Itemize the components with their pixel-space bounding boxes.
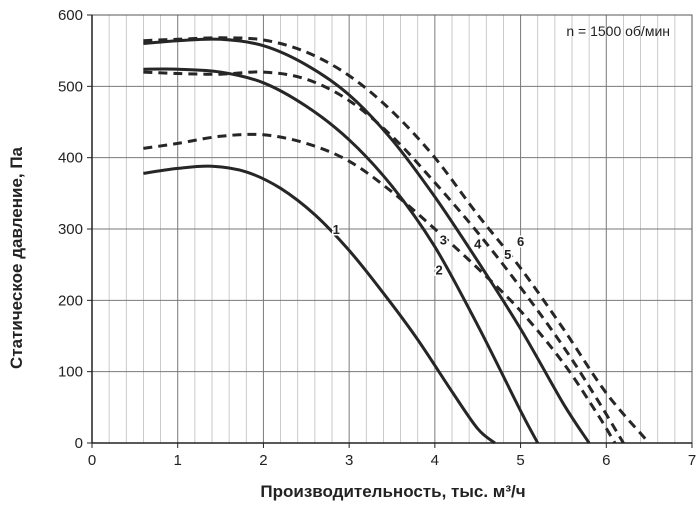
y-tick-label: 300 <box>58 221 83 238</box>
grid <box>92 14 692 443</box>
series-line-2 <box>143 67 540 444</box>
x-tick-label: 5 <box>516 452 524 469</box>
y-tick-label: 600 <box>58 7 83 24</box>
curve-label-4: 4 <box>474 236 482 251</box>
curve-labels: 1 2 3 4 56 <box>331 221 526 280</box>
curve-label-5: 5 <box>504 247 511 262</box>
curves <box>143 36 651 445</box>
y-tick-label: 100 <box>58 364 83 381</box>
curve-label-2: 2 <box>436 263 443 278</box>
curve-label-6: 6 <box>517 234 524 249</box>
x-tick-label: 6 <box>602 452 610 469</box>
x-tick-label: 1 <box>174 452 182 469</box>
y-tick-label: 0 <box>75 435 83 452</box>
x-tick-label: 2 <box>259 452 267 469</box>
series-line-1 <box>143 164 496 445</box>
x-tick-label: 3 <box>345 452 353 469</box>
x-tick-label: 4 <box>431 452 439 469</box>
x-tick-label: 0 <box>88 452 96 469</box>
y-tick-label: 500 <box>58 78 83 95</box>
curve-label-3: 3 <box>440 233 447 248</box>
series-line-6 <box>143 36 651 444</box>
y-tick-label: 400 <box>58 150 83 167</box>
y-tick-label: 200 <box>58 292 83 309</box>
x-axis-title: Производительность, тыс. м³/ч <box>260 482 525 501</box>
curve-label-1: 1 <box>333 222 340 237</box>
y-axis-title: Статическое давление, Па <box>7 146 26 369</box>
rpm-annotation: n = 1500 об/мин <box>566 23 670 39</box>
series-line-3 <box>143 132 617 444</box>
x-tick-label: 7 <box>688 452 696 469</box>
series-line-5 <box>143 70 625 444</box>
